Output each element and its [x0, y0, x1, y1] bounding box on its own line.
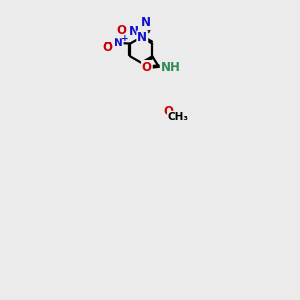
Text: NH: NH [161, 61, 181, 74]
Text: O: O [102, 41, 112, 54]
Text: +: + [121, 34, 128, 43]
Text: N: N [114, 38, 123, 47]
Text: O: O [116, 24, 126, 38]
Text: O: O [142, 61, 152, 74]
Text: O: O [164, 105, 174, 118]
Text: N: N [137, 31, 147, 44]
Text: −: − [104, 38, 112, 48]
Text: CH₃: CH₃ [168, 112, 189, 122]
Text: N: N [128, 25, 139, 38]
Text: N: N [141, 16, 151, 29]
